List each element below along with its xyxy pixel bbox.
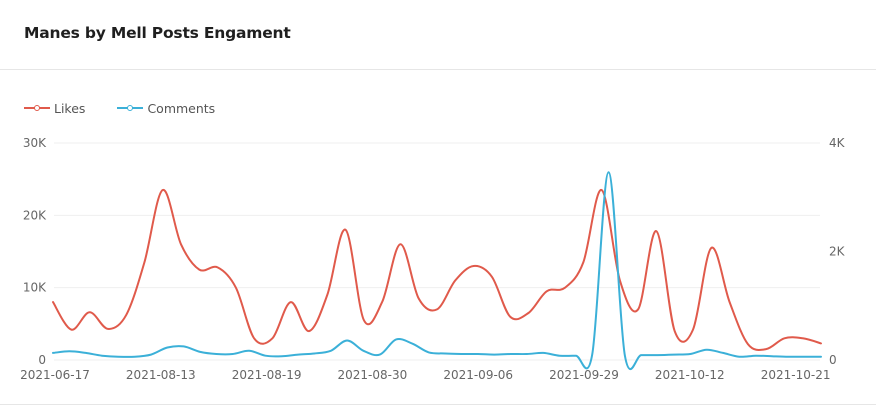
legend-item-comments[interactable]: Comments [117, 101, 215, 116]
legend-label-comments: Comments [147, 100, 216, 116]
y-right-tick-label: 0 [829, 353, 837, 367]
comments-swatch-icon [117, 103, 144, 113]
chart-axes: 0 10K 20K 30K 0 2K 4K 2021-06-17 2021-08-13 2021-… [20, 136, 846, 382]
legend-label-likes: Likes [54, 100, 86, 116]
card-header: Manes by Mell Posts Engament [0, 0, 876, 70]
y-left-tick-label: 10K [23, 281, 47, 295]
page-title: Manes by Mell Posts Engament [24, 24, 291, 42]
x-tick-label: 2021-10-21 [761, 368, 831, 382]
chart-legend: Likes Comments [24, 99, 247, 117]
chart-series [52, 171, 822, 371]
engagement-chart[interactable]: 0 10K 20K 30K 0 2K 4K 2021-06-17 2021-08-13 2021-… [0, 128, 876, 390]
y-left-tick-label: 30K [23, 136, 47, 150]
likes-swatch-icon [24, 103, 50, 113]
x-tick-label: 2021-08-13 [126, 368, 196, 382]
series-line-likes[interactable] [52, 188, 822, 352]
y-right-tick-label: 4K [829, 136, 846, 150]
legend-item-likes[interactable]: Likes [24, 101, 85, 116]
y-right-tick-label: 2K [829, 245, 846, 259]
series-line-comments[interactable] [52, 171, 822, 371]
x-tick-label: 2021-06-17 [20, 368, 90, 382]
x-tick-label: 2021-10-12 [655, 368, 725, 382]
chart-grid [54, 142, 820, 361]
card-bottom-divider [0, 404, 876, 405]
x-tick-label: 2021-08-30 [338, 368, 408, 382]
y-left-tick-label: 0 [38, 353, 46, 367]
x-tick-label: 2021-09-06 [443, 368, 513, 382]
x-tick-label: 2021-09-29 [549, 368, 619, 382]
x-tick-label: 2021-08-19 [232, 368, 302, 382]
y-left-tick-label: 20K [23, 208, 47, 222]
